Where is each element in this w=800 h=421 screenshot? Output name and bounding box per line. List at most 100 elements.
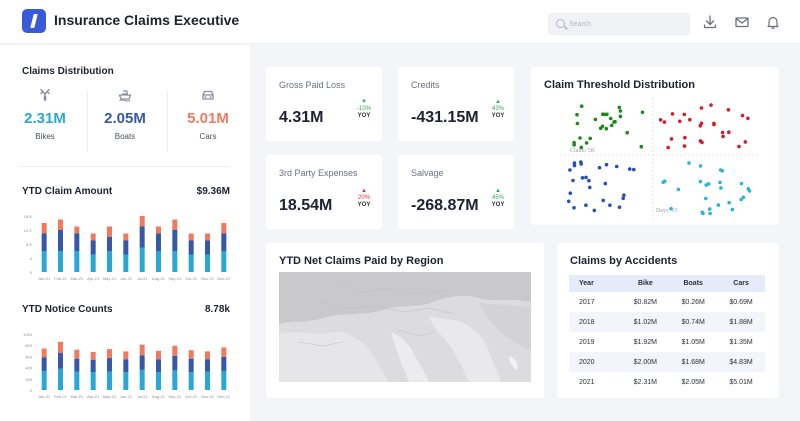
bar-segment[interactable] [123, 254, 129, 273]
bar-segment[interactable] [58, 341, 63, 354]
bar-segment[interactable] [58, 219, 63, 231]
download-icon[interactable] [702, 14, 718, 30]
bar-segment[interactable] [205, 359, 210, 372]
bar-segment[interactable] [90, 372, 96, 390]
table-row[interactable]: 2021 $2.31M $2.05M $5.01M [569, 372, 765, 392]
bar-segment[interactable] [205, 233, 210, 241]
scatter-point [727, 200, 731, 205]
bar-segment[interactable] [123, 233, 129, 241]
bar-segment[interactable] [123, 351, 129, 360]
bar-segment[interactable] [221, 347, 227, 357]
bar-segment[interactable] [188, 358, 194, 373]
bar-segment[interactable] [221, 223, 227, 234]
table-row[interactable]: 2018 $1.02M $0.74M $1.88M [569, 312, 765, 332]
bar-segment[interactable] [107, 237, 112, 251]
bar-segment[interactable] [74, 349, 80, 359]
bar-segment[interactable] [139, 344, 145, 356]
bar-segment[interactable] [41, 357, 47, 371]
scatter-point [608, 203, 612, 207]
mail-icon[interactable] [734, 14, 750, 30]
bar-segment[interactable] [205, 371, 210, 390]
scatter-point [602, 112, 607, 117]
bar-segment[interactable] [221, 356, 227, 371]
bar-segment[interactable] [188, 372, 194, 390]
bell-icon[interactable] [765, 14, 781, 30]
scatter-point [707, 207, 712, 211]
bar-segment[interactable] [156, 359, 161, 373]
bar-segment[interactable] [221, 251, 227, 272]
bar-segment[interactable] [139, 369, 145, 390]
bar-segment[interactable] [74, 226, 80, 234]
bar-segment[interactable] [58, 353, 63, 369]
bar-segment[interactable] [156, 372, 161, 390]
bar-segment[interactable] [74, 251, 80, 272]
kpi-gross-paid-loss[interactable]: Gross Paid Loss 4.31M ▼ -10% YOY [266, 67, 382, 141]
bikes-label: Bikes [35, 132, 55, 141]
bar-segment[interactable] [188, 350, 194, 359]
bar-segment[interactable] [139, 247, 145, 273]
bar-segment[interactable] [156, 233, 161, 252]
bar-segment[interactable] [41, 223, 47, 234]
kpi-salvage[interactable]: Salvage -268.87M ▲ 45% YOY [398, 155, 514, 229]
bar-segment[interactable] [74, 371, 80, 390]
bar-segment[interactable] [123, 240, 129, 255]
kpi-credits[interactable]: Credits -431.15M ▲ 43% YOY [398, 67, 514, 141]
distribution-bikes[interactable]: 2.31M Bikes [10, 88, 80, 141]
table-row[interactable]: 2017 $0.82M $0.26M $0.69M [569, 292, 765, 312]
bar-segment[interactable] [58, 251, 63, 272]
bar-segment[interactable] [90, 351, 96, 360]
bar-segment[interactable] [58, 368, 63, 390]
bar-segment[interactable] [156, 226, 161, 234]
x-tick-label: Oct-21 [185, 394, 198, 399]
bar-segment[interactable] [41, 233, 47, 252]
bar-segment[interactable] [205, 254, 210, 273]
bar-segment[interactable] [74, 358, 80, 372]
bar-segment[interactable] [139, 355, 145, 370]
bar-segment[interactable] [172, 251, 178, 272]
bar-segment[interactable] [90, 254, 96, 273]
table-row[interactable]: 2019 $1.92M $1.05M $1.35M [569, 332, 765, 352]
bar-segment[interactable] [172, 230, 178, 251]
bar-segment[interactable] [41, 348, 47, 358]
bar-segment[interactable] [123, 359, 129, 373]
bar-segment[interactable] [107, 251, 112, 272]
bar-segment[interactable] [90, 233, 96, 241]
bar-segment[interactable] [107, 226, 112, 238]
scatter-point [741, 195, 746, 200]
bar-segment[interactable] [172, 370, 178, 390]
bar-segment[interactable] [172, 355, 178, 371]
distribution-cars[interactable]: 5.01M Cars [173, 88, 243, 141]
bar-segment[interactable] [139, 216, 145, 227]
bar-segment[interactable] [188, 233, 194, 241]
bar-segment[interactable] [172, 345, 178, 356]
bar-segment[interactable] [172, 219, 178, 231]
kpi-3rd-party-expenses[interactable]: 3rd Party Expenses 18.54M ▲ 20% YOY [266, 155, 382, 229]
bar-segment[interactable] [188, 240, 194, 255]
bar-segment[interactable] [205, 240, 210, 255]
bar-segment[interactable] [90, 359, 96, 373]
bar-segment[interactable] [205, 351, 210, 360]
bar-segment[interactable] [156, 350, 161, 360]
bar-segment[interactable] [123, 372, 129, 390]
bar-segment[interactable] [221, 370, 227, 390]
search-box[interactable] [548, 13, 690, 35]
bar-segment[interactable] [74, 233, 80, 252]
bar-segment[interactable] [41, 370, 47, 390]
bar-segment[interactable] [58, 230, 63, 251]
table-row[interactable]: 2020 $2.00M $1.68M $4.83M [569, 352, 765, 372]
scatter-point [698, 179, 703, 184]
bar-segment[interactable] [107, 371, 112, 390]
app-logo[interactable] [22, 9, 46, 33]
distribution-boats[interactable]: 2.05M Boats [90, 88, 160, 141]
region-map[interactable] [279, 272, 531, 382]
kpi-change-value: 45% [491, 195, 504, 201]
bar-segment[interactable] [107, 358, 112, 372]
bar-segment[interactable] [139, 226, 145, 248]
search-input[interactable] [569, 17, 684, 31]
bar-segment[interactable] [41, 251, 47, 272]
bar-segment[interactable] [156, 251, 161, 272]
bar-segment[interactable] [221, 233, 227, 252]
bar-segment[interactable] [107, 349, 112, 359]
bar-segment[interactable] [90, 240, 96, 255]
bar-segment[interactable] [188, 254, 194, 273]
